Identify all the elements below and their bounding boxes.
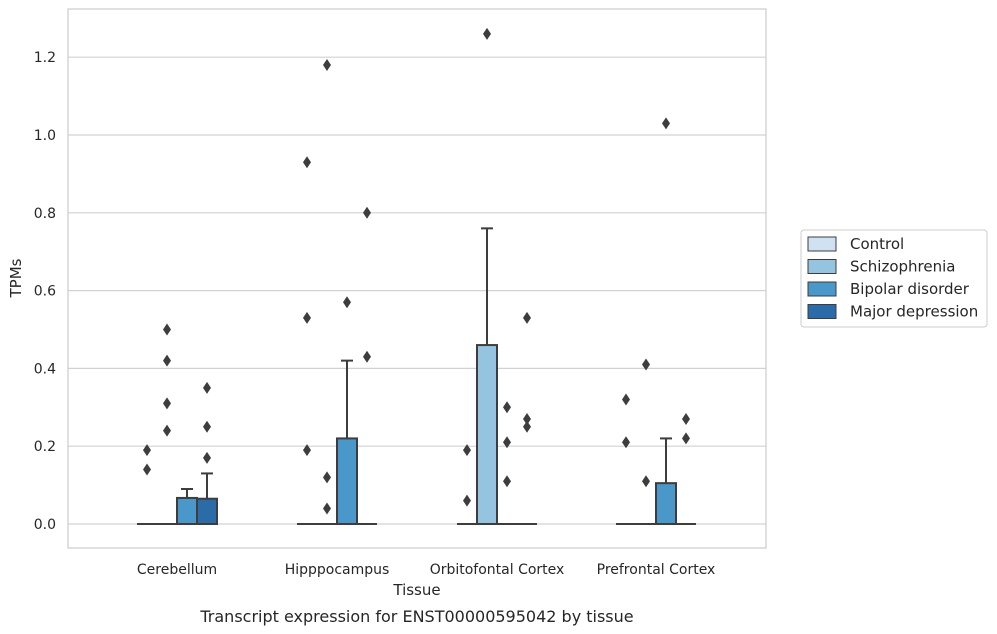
plot-area (68, 9, 766, 548)
y-tick-label: 0.4 (34, 361, 56, 377)
box (196, 497, 218, 525)
legend-swatch (807, 236, 837, 252)
legend-swatch (807, 259, 837, 274)
outlier-point (323, 58, 331, 71)
box (176, 496, 198, 526)
legend: Control Schizophrenia Bipolar disorder Majo… (800, 229, 988, 328)
outlier-point (163, 323, 171, 336)
outlier-point (203, 420, 211, 433)
outlier-point (143, 444, 151, 457)
series-schizophrenia (157, 27, 656, 525)
plot-frame (67, 8, 767, 549)
outlier-point (463, 444, 471, 457)
legend-label: Control (850, 235, 904, 253)
legend-label: Major depression (850, 303, 978, 321)
outlier-point (143, 463, 151, 476)
grid-lines (68, 56, 766, 525)
x-tick-label: Hipppocampus (285, 562, 390, 578)
outlier-point (483, 27, 491, 40)
outlier-point (642, 358, 650, 371)
outlier-point (163, 354, 171, 367)
y-tick-label: 1.0 (34, 128, 56, 144)
box (336, 437, 358, 526)
x-tick-label: Orbitofontal Cortex (430, 562, 565, 578)
legend-swatch (807, 304, 837, 319)
y-tick-label: 0.6 (34, 284, 56, 300)
legend-frame (800, 229, 988, 328)
outlier-point (303, 444, 311, 457)
y-tick-label: 0.8 (34, 206, 56, 222)
y-tick-label: 0.2 (34, 439, 56, 455)
outlier-point (343, 296, 351, 309)
series-major-depression (196, 206, 696, 525)
outlier-point (163, 397, 171, 410)
outlier-point (203, 381, 211, 394)
outlier-point (503, 475, 511, 488)
outlier-point (523, 412, 531, 425)
legend-label: Bipolar disorder (850, 280, 970, 298)
outlier-point (363, 206, 371, 219)
outlier-point (642, 475, 650, 488)
outlier-point (163, 424, 171, 437)
legend-swatch (807, 281, 837, 297)
x-axis-ticks: Cerebellum Hipppocampus Orbitofontal Corte… (137, 562, 715, 578)
outlier-point (503, 401, 511, 414)
y-tick-label: 1.2 (34, 50, 56, 66)
outlier-point (523, 420, 531, 433)
box (655, 482, 677, 525)
y-axis-title: TPMs (7, 258, 25, 298)
outlier-point (503, 436, 511, 449)
outlier-point (363, 350, 371, 363)
x-axis-title: Tissue (392, 581, 440, 599)
x-tick-label: Prefrontal Cortex (597, 562, 716, 578)
series-layer (137, 27, 696, 526)
outlier-point (323, 471, 331, 484)
outlier-point (622, 393, 630, 406)
outlier-point (203, 451, 211, 464)
outlier-point (463, 494, 471, 507)
outlier-point (303, 311, 311, 324)
outlier-point (682, 432, 690, 445)
y-axis-ticks: 0.0 0.2 0.4 0.6 0.8 1.0 1.2 (34, 50, 56, 533)
y-tick-label: 0.0 (34, 517, 56, 533)
outlier-point (323, 502, 331, 515)
outlier-point (662, 117, 670, 130)
outlier-point (622, 436, 630, 449)
outlier-point (682, 412, 690, 425)
outlier-point (523, 311, 531, 324)
series-bipolar-disorder (176, 117, 677, 526)
series-control (137, 156, 636, 525)
chart-caption: Transcript expression for ENST0000059504… (199, 607, 633, 626)
legend-label: Schizophrenia (850, 258, 955, 276)
box (476, 344, 498, 525)
outlier-point (303, 156, 311, 169)
x-tick-label: Cerebellum (137, 562, 217, 578)
